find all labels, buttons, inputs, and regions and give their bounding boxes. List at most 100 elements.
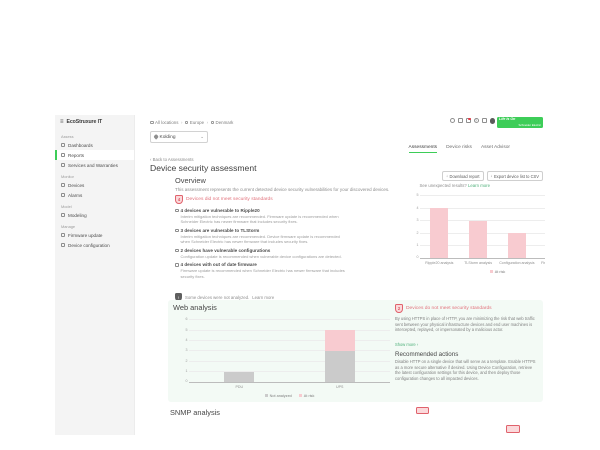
breadcrumb-denmark[interactable]: Denmark <box>210 120 233 125</box>
app-logo: EcoStruxure IT <box>66 119 103 125</box>
chart-bar <box>189 320 290 382</box>
learn-more-link[interactable]: Learn more <box>252 294 275 300</box>
breadcrumb-europe[interactable]: Europe <box>184 120 204 125</box>
list-item: 4 devices with out of date firmware Firm… <box>175 262 345 279</box>
grid-icon[interactable] <box>457 118 463 124</box>
overview-risk-banner: 4 Devices did not meet security standard… <box>175 195 273 204</box>
devices-icon <box>61 183 65 187</box>
sidebar-section-model: Model <box>61 204 72 209</box>
finding-description: Firmware update is recommended when Schn… <box>180 268 345 279</box>
sidebar-section-assess: Assess <box>61 134 74 139</box>
list-item: 2 devices have vulnerable configurations… <box>175 248 345 259</box>
overview-chart: 0 1 2 3 4 5 Ripple20 analysis TLStorm analysis C… <box>411 194 545 276</box>
download-icon: ↓ <box>446 174 448 178</box>
snmp-risk-tag <box>416 407 429 414</box>
sidebar-item-device-configuration[interactable]: Device configuration <box>55 240 134 250</box>
recommended-actions-heading: Recommended actions <box>395 350 459 358</box>
risk-shield-badge: 4 <box>175 195 183 204</box>
finding-description: Interim mitigation techniques are recomm… <box>180 214 339 225</box>
reports-icon <box>61 153 65 157</box>
tab-asset-advisor[interactable]: Asset Advisor <box>480 145 510 150</box>
search-icon[interactable] <box>449 118 455 124</box>
app-window: ≡ EcoStruxure IT Assess Dashboards Repor… <box>55 115 545 435</box>
risk-shield-badge: 2 <box>395 304 403 313</box>
page-title: Device security assessment <box>150 163 257 173</box>
schneider-electric-logo: Life Is On Schneider Electric <box>497 117 543 128</box>
bell-icon[interactable] <box>465 118 471 124</box>
tab-device-risks[interactable]: Device risks <box>446 145 472 150</box>
modeling-icon <box>61 213 65 217</box>
legend-item: At risk <box>298 394 314 398</box>
overview-actions: ↓ Download report ↓ Export device list t… <box>442 171 543 181</box>
help-icon[interactable]: ? <box>473 118 479 124</box>
sidebar-item-reports[interactable]: Reports <box>55 150 134 160</box>
recommended-actions-text: Disable HTTP on a single device that wil… <box>395 359 536 381</box>
shield-icon: ! <box>175 293 182 301</box>
menu-icon[interactable]: ≡ <box>60 119 64 125</box>
finding-description: Interim mitigation techniques are recomm… <box>180 233 340 245</box>
web-analysis-heading: Web analysis <box>173 303 217 312</box>
location-icon <box>150 120 154 125</box>
findings-list: 4 devices are vulnerable to Ripple20 Int… <box>175 208 345 282</box>
breadcrumb-all-locations[interactable]: All locations <box>150 120 178 125</box>
chart-bar <box>420 196 459 258</box>
firmware-icon <box>61 233 65 237</box>
chip-icon <box>175 263 179 267</box>
list-item: 3 devices are vulnerable to TLStorm Inte… <box>175 228 345 244</box>
web-analysis-chart: 0 1 2 3 4 5 6 PDU UPS Not analyzed At risk <box>180 318 391 400</box>
sidebar-item-alarms[interactable]: Alarms <box>55 190 134 200</box>
avatar[interactable] <box>489 118 495 124</box>
region-icon <box>210 120 215 125</box>
bug-icon <box>175 208 179 213</box>
sliders-icon <box>175 248 179 252</box>
finding-title: 3 devices are vulnerable to TLStorm <box>180 227 260 233</box>
overview-description: This assessment represents the current d… <box>175 187 390 192</box>
sidebar-header: ≡ EcoStruxure IT <box>55 115 134 130</box>
settings-icon[interactable] <box>481 118 487 124</box>
finding-title: 4 devices are vulnerable to Ripple20 <box>180 208 260 213</box>
pin-icon <box>153 134 159 140</box>
web-risk-banner: 2 Devices do not meet security standards <box>395 304 538 313</box>
sidebar-item-firmware-update[interactable]: Firmware update <box>55 230 134 240</box>
sidebar-item-modeling[interactable]: Modeling <box>55 210 134 220</box>
configuration-icon <box>61 243 65 247</box>
chevron-down-icon: ⌄ <box>200 134 204 139</box>
unexpected-results-note: See unexpected results? Learn more <box>419 183 491 188</box>
main-content: All locations › Europe › Denmark ? <box>135 115 545 435</box>
download-report-button[interactable]: ↓ Download report <box>442 171 484 181</box>
lightning-icon <box>175 228 179 233</box>
web-analysis-details: 2 Devices do not meet security standards… <box>395 304 538 381</box>
services-icon <box>61 163 65 167</box>
show-more-link[interactable]: Show more › <box>395 341 419 347</box>
dashboard-icon <box>61 143 65 147</box>
sidebar-item-devices[interactable]: Devices <box>55 180 134 190</box>
web-analysis-section: Web analysis 0 1 2 3 4 5 6 PDU UPS Not analyzed At… <box>168 300 543 402</box>
legend-item: At risk <box>489 270 505 274</box>
learn-more-link[interactable]: Learn more <box>468 183 490 188</box>
sidebar-item-dashboards[interactable]: Dashboards <box>55 140 134 150</box>
finding-description: Configuration update is recommended when… <box>180 253 342 259</box>
snmp-analysis-heading: SNMP analysis <box>170 408 220 417</box>
chart-bar <box>536 196 545 258</box>
finding-title: 2 devices have vulnerable configurations <box>180 247 271 253</box>
breadcrumb-separator: › <box>206 120 209 125</box>
breadcrumb-separator: › <box>180 120 183 125</box>
tab-bar: Assessments Device risks Asset Advisor <box>408 145 510 153</box>
finding-title: 4 devices with out of date firmware <box>180 262 257 268</box>
not-analyzed-note: ! Some devices were not analyzed. Learn … <box>175 293 274 301</box>
location-select[interactable]: Kolding ⌄ <box>150 131 208 143</box>
sidebar-item-services-warranties[interactable]: Services and Warranties <box>55 160 134 170</box>
chart-bar <box>498 196 537 258</box>
web-analysis-paragraph: By using HTTPS in place of HTTP, you are… <box>395 316 535 333</box>
chart-bar <box>459 196 498 258</box>
sidebar: ≡ EcoStruxure IT Assess Dashboards Repor… <box>55 115 135 435</box>
snmp-shield-badge <box>506 425 520 433</box>
tab-assessments[interactable]: Assessments <box>408 145 438 153</box>
export-csv-button[interactable]: ↓ Export device list to CSV <box>486 171 543 181</box>
back-link[interactable]: ‹ Back to Assessments <box>150 157 194 162</box>
sidebar-section-monitor: Monitor <box>61 174 74 179</box>
topbar-icons: ? <box>449 118 495 124</box>
chart-bar <box>290 320 391 382</box>
legend-item: Not analyzed <box>264 394 292 398</box>
